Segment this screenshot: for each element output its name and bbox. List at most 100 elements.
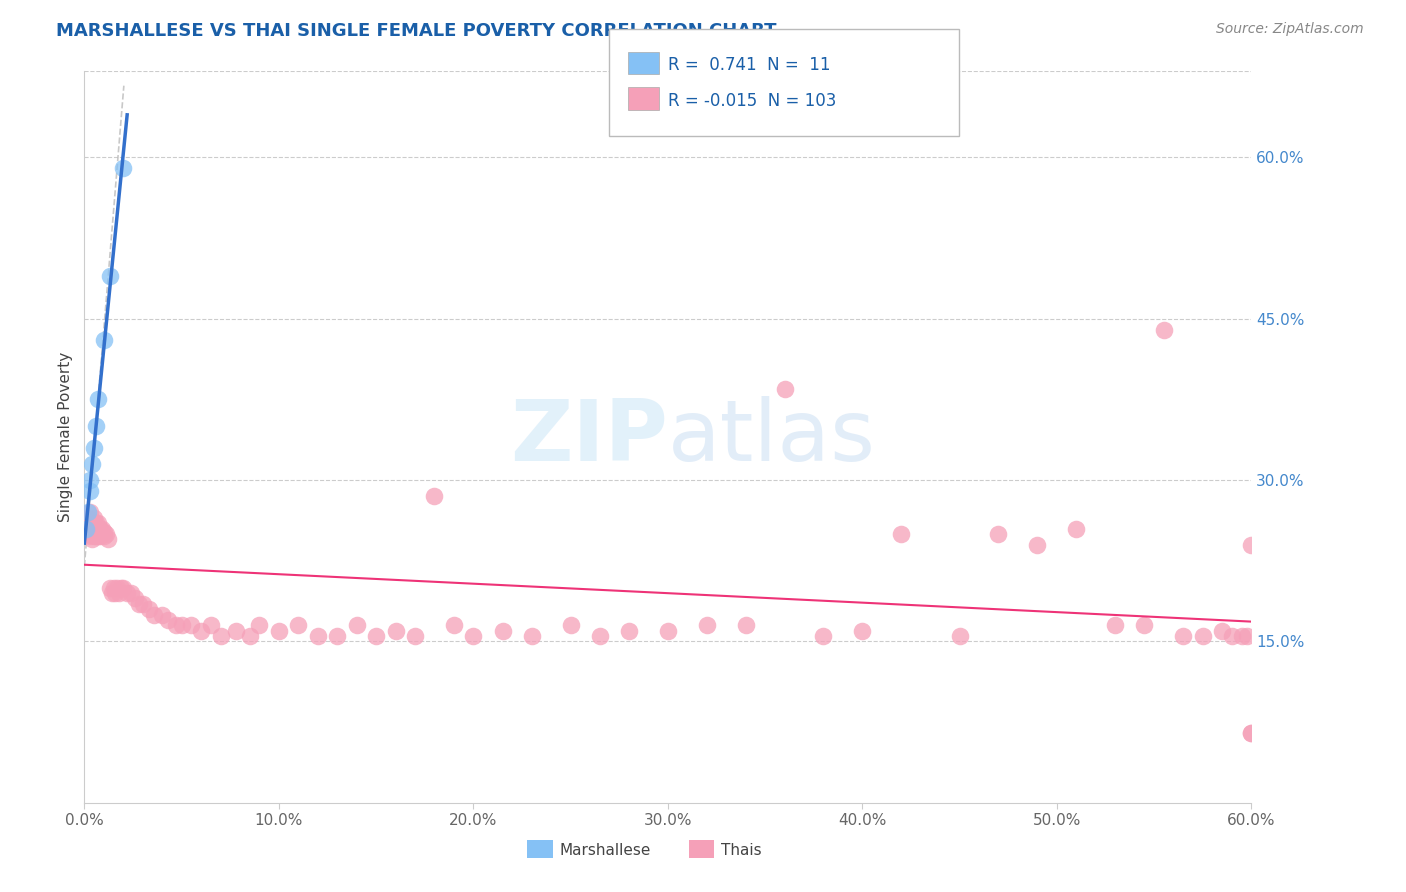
Point <box>83 516 105 530</box>
Point <box>77 527 100 541</box>
Point <box>249 618 271 632</box>
Point <box>90 521 112 535</box>
Point <box>890 527 912 541</box>
Point <box>77 521 100 535</box>
Point <box>1133 618 1156 632</box>
Point <box>560 618 582 632</box>
Point <box>463 629 485 643</box>
Point <box>1230 629 1253 643</box>
Point <box>813 629 835 643</box>
Text: MARSHALLESE VS THAI SINGLE FEMALE POVERTY CORRELATION CHART: MARSHALLESE VS THAI SINGLE FEMALE POVERT… <box>56 22 776 40</box>
Point <box>128 597 150 611</box>
Point <box>120 586 142 600</box>
Point <box>491 624 513 638</box>
Text: atlas: atlas <box>668 395 876 479</box>
Point <box>77 516 100 530</box>
Point <box>949 629 972 643</box>
Text: ZIP: ZIP <box>510 395 668 479</box>
Text: Marshallese: Marshallese <box>560 843 651 858</box>
Point <box>87 516 110 530</box>
Point <box>75 510 97 524</box>
Point <box>138 602 160 616</box>
Point <box>84 529 107 543</box>
Point <box>170 618 193 632</box>
Point <box>79 505 101 519</box>
Point <box>657 624 679 638</box>
Point <box>94 527 117 541</box>
Point <box>110 581 132 595</box>
Point <box>98 581 121 595</box>
Point <box>93 333 115 347</box>
Point <box>93 529 115 543</box>
Point <box>165 618 187 632</box>
Point <box>93 524 115 539</box>
Point <box>1236 629 1258 643</box>
Text: Thais: Thais <box>721 843 762 858</box>
Point <box>108 586 131 600</box>
Point <box>77 516 100 530</box>
Text: R = -0.015  N = 103: R = -0.015 N = 103 <box>668 92 837 110</box>
Point <box>617 624 640 638</box>
Point <box>589 629 612 643</box>
Point <box>1211 624 1233 638</box>
Point <box>1240 726 1263 740</box>
Point <box>107 581 129 595</box>
Point <box>83 521 105 535</box>
Point <box>79 473 101 487</box>
Point <box>82 518 104 533</box>
Point <box>1191 629 1213 643</box>
Point <box>132 597 155 611</box>
Point <box>423 489 446 503</box>
Point <box>90 527 112 541</box>
Point <box>83 441 105 455</box>
Point <box>103 581 125 595</box>
Point <box>1240 726 1263 740</box>
Point <box>77 505 100 519</box>
Point <box>97 533 120 547</box>
Point <box>307 629 329 643</box>
Point <box>87 524 110 539</box>
Point <box>1220 629 1243 643</box>
Point <box>75 521 97 535</box>
Point <box>734 618 756 632</box>
Point <box>79 527 101 541</box>
Point <box>404 629 426 643</box>
Point <box>1153 322 1175 336</box>
Text: R =  0.741  N =  11: R = 0.741 N = 11 <box>668 56 831 74</box>
Y-axis label: Single Female Poverty: Single Female Poverty <box>58 352 73 522</box>
Point <box>200 618 222 632</box>
Point <box>1026 538 1049 552</box>
Point <box>287 618 309 632</box>
Point <box>987 527 1010 541</box>
Point <box>84 516 107 530</box>
Point <box>82 527 104 541</box>
Point <box>84 524 107 539</box>
Point <box>82 533 104 547</box>
Point <box>83 510 105 524</box>
Point <box>773 382 796 396</box>
Point <box>89 529 111 543</box>
Point <box>1104 618 1126 632</box>
Point <box>150 607 173 622</box>
Point <box>209 629 232 643</box>
Point <box>75 527 97 541</box>
Point <box>87 529 110 543</box>
Point <box>83 527 105 541</box>
Point <box>1240 538 1263 552</box>
Point <box>112 161 135 176</box>
Point <box>82 457 104 471</box>
Point <box>112 581 135 595</box>
Point <box>180 618 202 632</box>
Point <box>100 586 122 600</box>
Point <box>79 529 101 543</box>
Point <box>851 624 873 638</box>
Point <box>89 527 111 541</box>
Point <box>87 392 110 407</box>
Text: Source: ZipAtlas.com: Source: ZipAtlas.com <box>1216 22 1364 37</box>
Point <box>443 618 465 632</box>
Point <box>84 521 107 535</box>
Point <box>143 607 166 622</box>
Point <box>225 624 247 638</box>
Point <box>79 516 101 530</box>
Point <box>366 629 388 643</box>
